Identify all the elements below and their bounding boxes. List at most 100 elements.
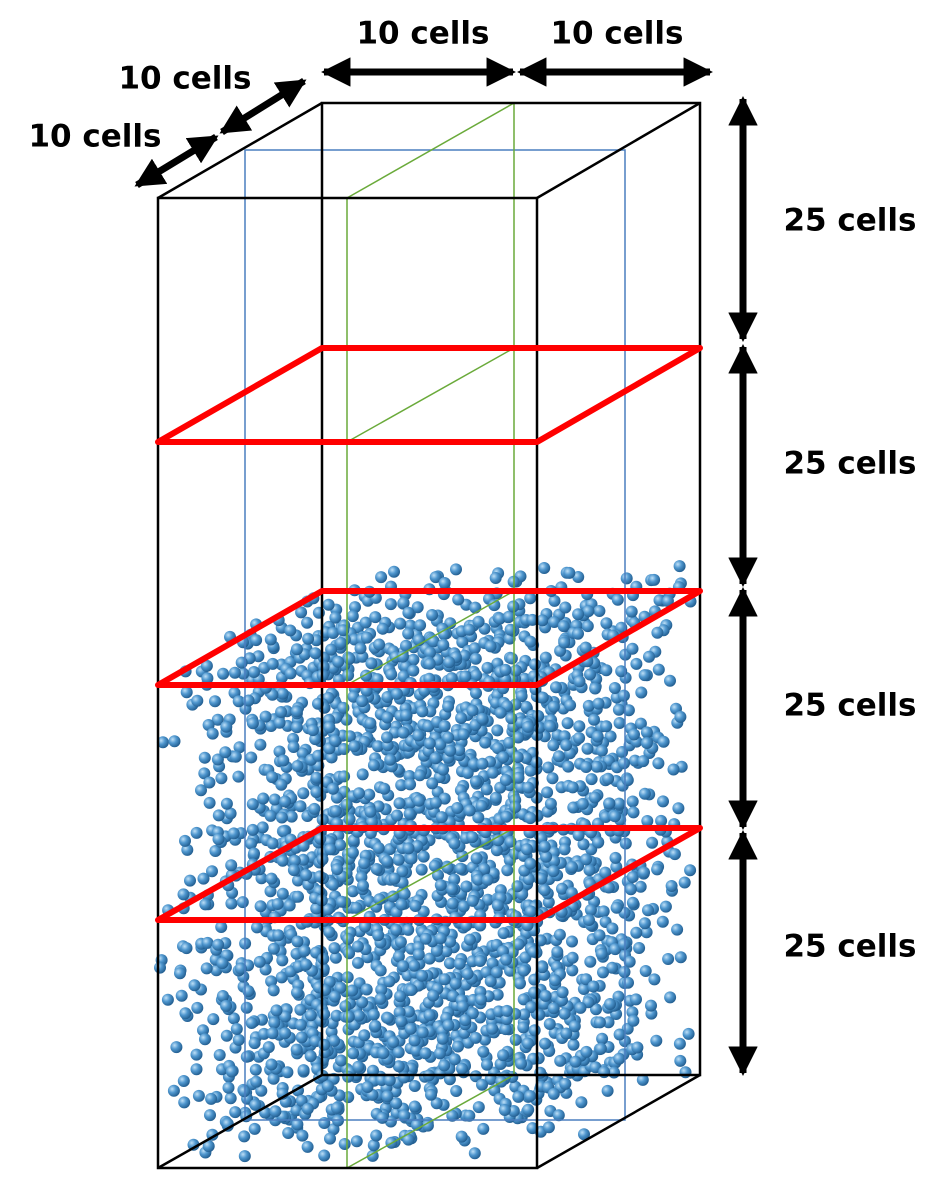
particle bbox=[352, 1060, 365, 1073]
particle bbox=[342, 1010, 355, 1023]
particle bbox=[423, 952, 436, 965]
particle bbox=[443, 656, 456, 669]
particle bbox=[446, 897, 459, 910]
particle bbox=[587, 980, 600, 993]
particle bbox=[645, 999, 657, 1012]
particle bbox=[265, 975, 278, 988]
particle bbox=[491, 724, 504, 737]
particle bbox=[387, 1036, 400, 1048]
particle bbox=[438, 973, 451, 986]
particle bbox=[443, 957, 456, 970]
particle bbox=[468, 1147, 481, 1160]
particle bbox=[574, 1001, 587, 1014]
particle bbox=[657, 795, 669, 808]
particle bbox=[304, 1009, 317, 1022]
particle bbox=[272, 929, 285, 942]
particle bbox=[168, 735, 181, 748]
particle bbox=[332, 655, 345, 668]
particle bbox=[668, 848, 681, 861]
particle bbox=[430, 1097, 443, 1110]
particle bbox=[600, 720, 613, 733]
particle bbox=[190, 826, 203, 839]
particle bbox=[410, 1044, 423, 1057]
particle bbox=[493, 612, 506, 625]
particle bbox=[370, 863, 383, 875]
particle bbox=[679, 1066, 692, 1079]
particle bbox=[249, 1098, 262, 1111]
particle bbox=[621, 774, 634, 787]
particle bbox=[212, 833, 225, 846]
particle bbox=[251, 921, 263, 934]
particle bbox=[270, 1004, 283, 1017]
particle bbox=[392, 1046, 405, 1059]
particle bbox=[609, 943, 622, 956]
particle bbox=[329, 805, 342, 817]
particle bbox=[560, 1027, 573, 1040]
particle bbox=[349, 601, 361, 614]
particle bbox=[558, 843, 571, 856]
particle bbox=[367, 1008, 380, 1021]
particle bbox=[627, 806, 640, 819]
particle bbox=[207, 1013, 220, 1026]
particle bbox=[646, 836, 659, 849]
particle bbox=[438, 628, 450, 641]
particle bbox=[442, 1019, 455, 1032]
particle bbox=[522, 1103, 535, 1116]
particle bbox=[201, 936, 214, 949]
particle bbox=[250, 1075, 263, 1088]
particle bbox=[412, 794, 425, 807]
particle bbox=[180, 686, 193, 699]
particle bbox=[227, 827, 240, 840]
particle bbox=[324, 1132, 336, 1145]
particle bbox=[402, 1133, 415, 1146]
particle bbox=[564, 699, 577, 712]
particle bbox=[512, 731, 525, 744]
particle bbox=[359, 616, 372, 629]
particle bbox=[378, 782, 391, 795]
particle bbox=[267, 1072, 280, 1085]
particle bbox=[547, 865, 560, 878]
particle bbox=[539, 1037, 551, 1050]
particle bbox=[400, 709, 413, 722]
particle bbox=[490, 844, 503, 857]
particle bbox=[481, 661, 494, 674]
particle bbox=[339, 1000, 352, 1013]
particle bbox=[526, 1122, 539, 1135]
particle bbox=[354, 642, 367, 655]
particle bbox=[198, 767, 211, 780]
particle bbox=[248, 666, 260, 678]
particle bbox=[470, 852, 483, 865]
particle bbox=[459, 1014, 472, 1027]
particle bbox=[266, 657, 279, 670]
particle bbox=[206, 727, 219, 740]
particle bbox=[170, 1041, 183, 1054]
particle bbox=[405, 984, 418, 996]
particle bbox=[507, 1105, 520, 1117]
particle bbox=[283, 899, 296, 912]
particle bbox=[475, 993, 487, 1006]
particle bbox=[503, 610, 516, 623]
particle bbox=[229, 750, 242, 763]
particle bbox=[446, 883, 458, 895]
particle bbox=[321, 1080, 334, 1093]
particle bbox=[306, 724, 319, 737]
particle bbox=[417, 850, 430, 863]
particle bbox=[489, 791, 502, 804]
particle bbox=[335, 1054, 348, 1067]
particle bbox=[300, 869, 313, 881]
particle bbox=[455, 1130, 468, 1143]
particle bbox=[254, 900, 267, 913]
particle bbox=[538, 840, 551, 853]
particle bbox=[372, 929, 385, 942]
particle bbox=[179, 1007, 192, 1020]
particle bbox=[291, 935, 304, 948]
particle bbox=[456, 1062, 468, 1075]
particle bbox=[412, 948, 425, 961]
particle bbox=[526, 613, 539, 626]
particle bbox=[536, 691, 549, 704]
particle bbox=[652, 757, 665, 770]
particle bbox=[317, 952, 330, 965]
particle bbox=[578, 1128, 590, 1141]
particle bbox=[199, 1033, 211, 1046]
